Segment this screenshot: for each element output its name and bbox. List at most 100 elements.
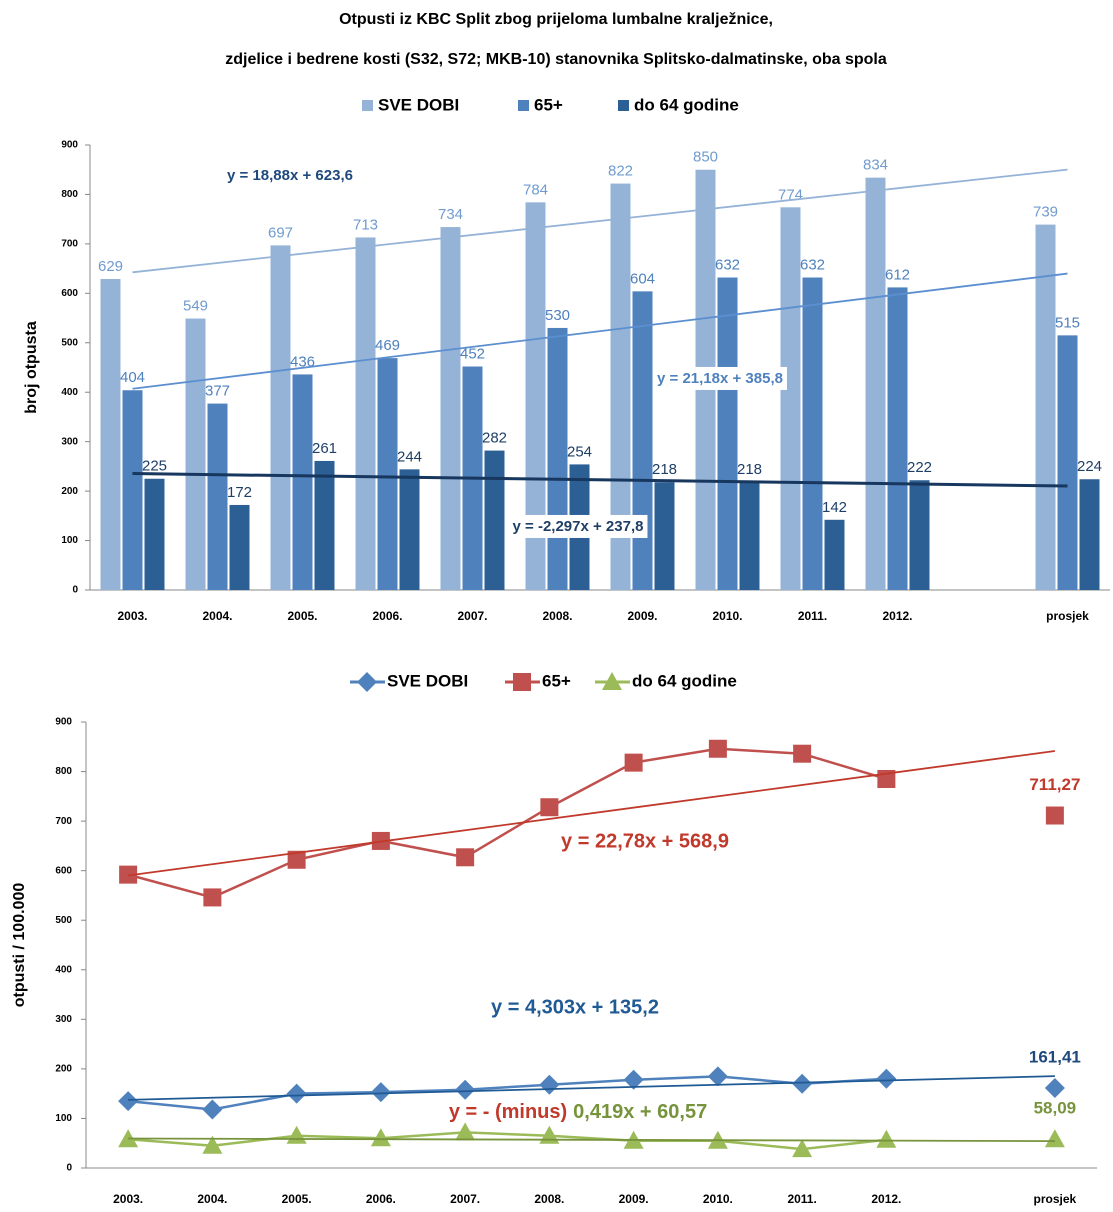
x-tick-label: 2011. <box>798 609 827 623</box>
y-tick-label: 300 <box>55 1014 72 1025</box>
legend-label: 65+ <box>534 95 563 114</box>
value-label: 218 <box>652 461 677 478</box>
point-marker <box>203 888 222 907</box>
trend-line <box>132 168 1068 274</box>
annotation: y = 18,88x + 623,6 <box>227 167 353 184</box>
y-axis-label: otpusti / 100.000 <box>11 883 28 1008</box>
value-label: 697 <box>268 224 293 241</box>
annotation: y = -2,297x + 237,8 <box>513 518 644 535</box>
legend-swatch <box>618 100 629 111</box>
value-label: 225 <box>142 458 167 475</box>
annotation: y = 22,78x + 568,9 <box>561 830 729 852</box>
value-label: 377 <box>205 383 230 400</box>
bar <box>440 227 461 591</box>
x-tick-label: 2009. <box>627 609 657 623</box>
x-tick-label: 2007. <box>457 609 487 623</box>
bar <box>207 403 228 590</box>
y-tick-label: 600 <box>55 865 72 876</box>
x-tick-label: 2003. <box>113 1192 143 1206</box>
bar <box>802 277 823 590</box>
y-tick-label: 500 <box>61 337 78 348</box>
point-marker <box>792 1073 813 1094</box>
point-marker <box>286 1083 307 1104</box>
legend-swatch <box>362 100 373 111</box>
annotation: y = - (minus) 0,419x + 60,57 <box>449 1101 707 1123</box>
x-tick-label: 2012. <box>882 609 912 623</box>
bar <box>824 519 845 590</box>
legend-label: do 64 godine <box>632 671 737 690</box>
bar <box>909 480 930 590</box>
y-tick-label: 700 <box>55 816 72 827</box>
y-tick-label: 600 <box>61 288 78 299</box>
value-label: 612 <box>885 266 910 283</box>
y-tick-label: 500 <box>55 915 72 926</box>
point-marker <box>876 1129 897 1148</box>
data-line <box>128 749 1055 898</box>
bar <box>399 469 420 590</box>
bar <box>780 207 801 591</box>
value-label: 224 <box>1077 458 1102 475</box>
bar <box>314 460 335 590</box>
bar <box>229 504 250 590</box>
point-marker <box>456 848 475 867</box>
value-label: 549 <box>183 298 208 315</box>
legend-marker <box>357 672 377 692</box>
x-tick-label: 2003. <box>117 609 147 623</box>
bar <box>1057 335 1078 590</box>
trend-line <box>128 1137 1055 1143</box>
y-axis-label: broj otpusta <box>23 321 40 414</box>
value-label: 632 <box>715 256 740 273</box>
y-tick-label: 700 <box>61 239 78 250</box>
point-marker <box>540 798 559 817</box>
y-tick-label: 400 <box>55 964 72 975</box>
value-label: 515 <box>1055 314 1080 331</box>
annotation-box <box>508 514 648 538</box>
bar <box>525 202 546 590</box>
value-label: 469 <box>375 337 400 354</box>
value-label: 142 <box>822 499 847 516</box>
point-marker <box>1045 806 1064 825</box>
chart-title: zdjelice i bedrene kosti (S32, S72; MKB-… <box>225 51 887 68</box>
annotation: y = 4,303x + 135,2 <box>491 996 659 1018</box>
point-marker <box>876 1068 897 1089</box>
bar <box>739 482 760 590</box>
value-label: 161,41 <box>1029 1047 1081 1066</box>
point-marker <box>1044 1078 1065 1099</box>
point-marker <box>118 1129 139 1148</box>
value-label: 822 <box>608 163 633 180</box>
x-tick-label: 2010. <box>703 1192 733 1206</box>
point-marker <box>202 1099 223 1120</box>
value-label: 711,27 <box>1029 775 1080 794</box>
bar <box>865 177 886 590</box>
x-tick-label: 2008. <box>534 1192 564 1206</box>
point-marker <box>707 1066 728 1087</box>
point-marker <box>202 1135 223 1154</box>
point-marker <box>370 1128 391 1147</box>
bar <box>610 183 631 591</box>
value-label: 436 <box>290 353 315 370</box>
value-label: 218 <box>737 461 762 478</box>
point-marker <box>624 753 643 772</box>
legend-marker <box>513 673 531 691</box>
point-marker <box>370 1082 391 1103</box>
x-tick-label: prosjek <box>1034 1192 1077 1206</box>
point-marker <box>455 1079 476 1100</box>
value-label: 222 <box>907 459 932 476</box>
x-tick-label: 2007. <box>450 1192 480 1206</box>
trend-line <box>128 750 1055 877</box>
bar <box>122 390 143 590</box>
point-marker <box>118 1091 139 1112</box>
x-tick-label: 2006. <box>366 1192 396 1206</box>
value-label: 452 <box>460 345 485 362</box>
value-label: 632 <box>800 256 825 273</box>
bar <box>547 327 568 590</box>
value-label: 172 <box>227 484 252 501</box>
value-label: 739 <box>1033 204 1058 221</box>
y-tick-label: 0 <box>66 1163 72 1174</box>
value-label: 784 <box>523 181 548 198</box>
x-tick-label: 2011. <box>787 1192 816 1206</box>
y-tick-label: 200 <box>61 486 78 497</box>
bar <box>654 482 675 590</box>
value-label: 261 <box>312 440 337 457</box>
y-tick-label: 800 <box>61 189 78 200</box>
